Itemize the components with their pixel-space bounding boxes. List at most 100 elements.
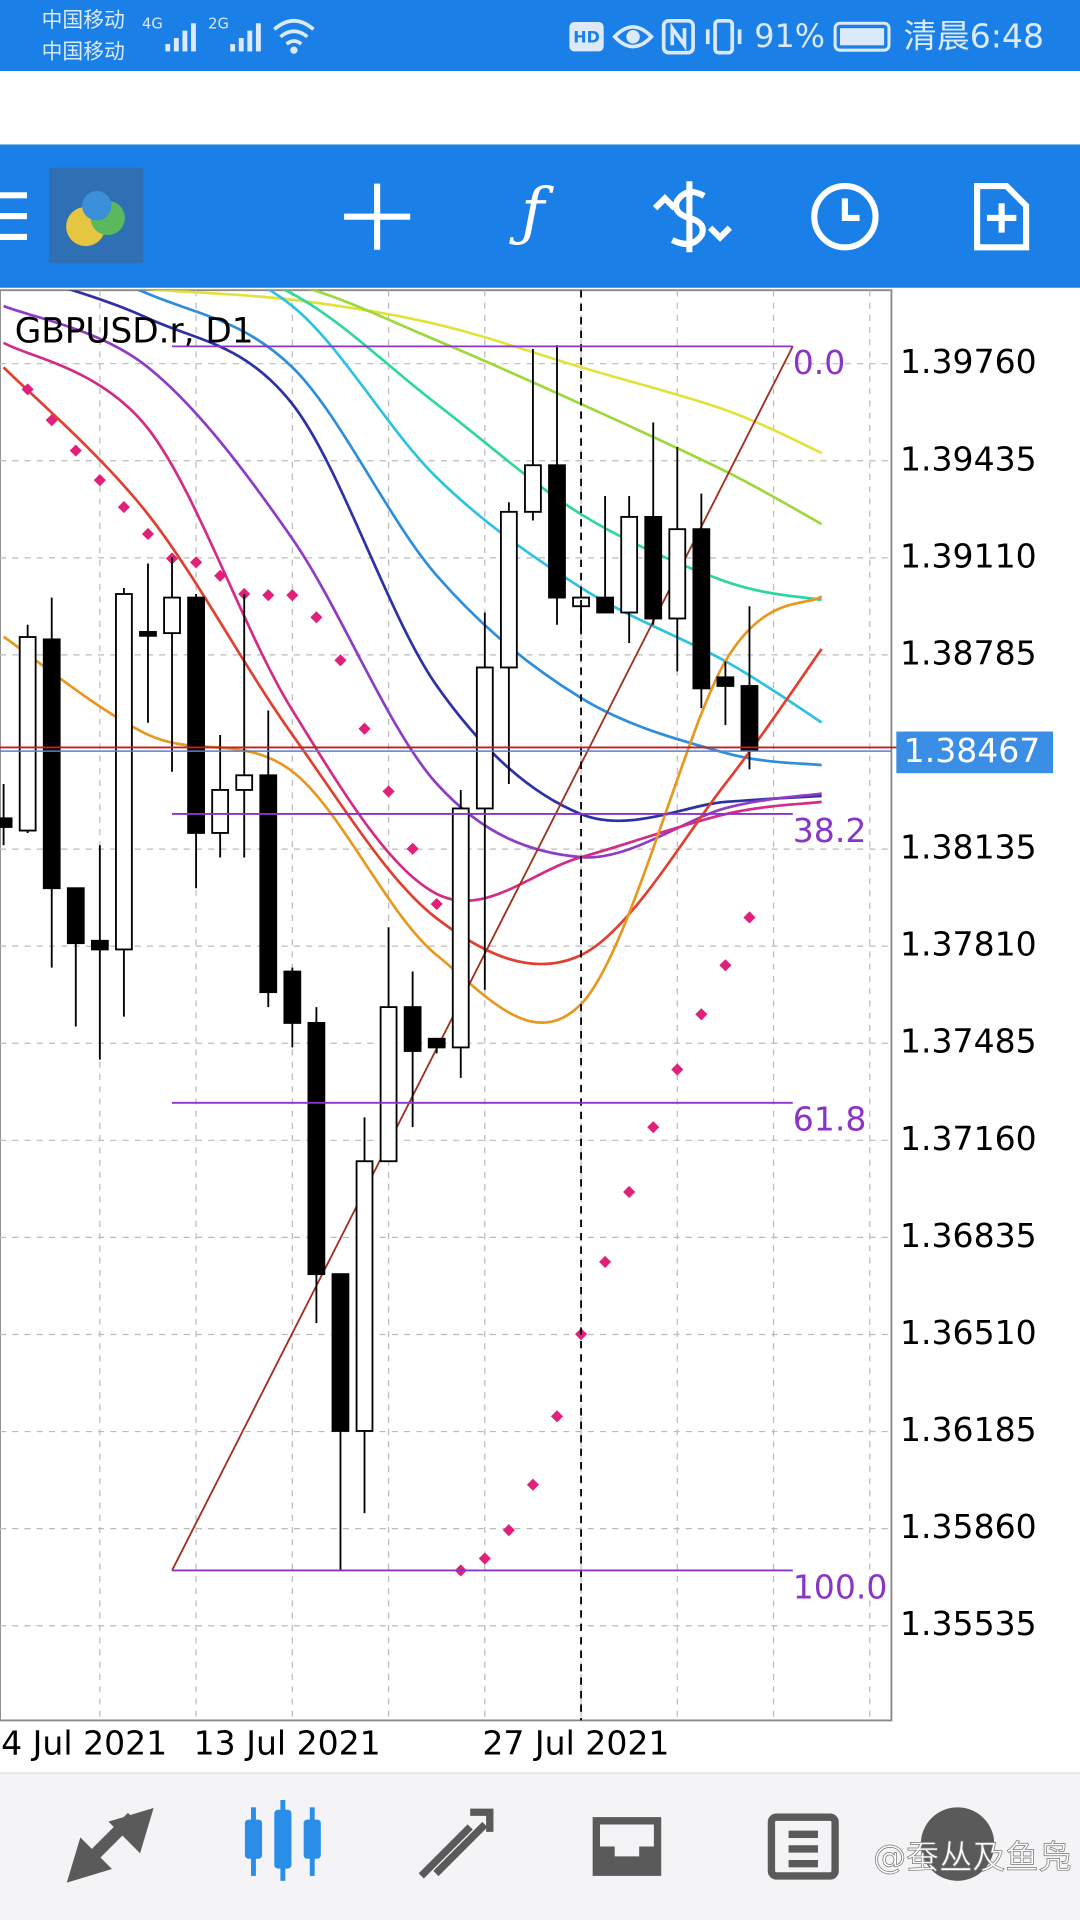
fib-label: 38.2 — [793, 811, 867, 850]
candle-body — [716, 676, 735, 687]
moving-average — [2, 341, 822, 903]
battery-level: 91% — [754, 17, 825, 55]
fib-trendline — [171, 345, 794, 1571]
menu-button[interactable] — [0, 192, 27, 240]
y-tick-label: 1.36835 — [900, 1216, 1037, 1255]
candle-body — [259, 774, 278, 994]
chart-tab[interactable] — [244, 1800, 321, 1881]
y-tick-label: 1.35535 — [900, 1604, 1037, 1643]
carrier: 中国移动 — [42, 8, 125, 32]
y-tick-label: 1.39760 — [900, 342, 1037, 381]
candle-body — [355, 1160, 374, 1432]
fib-label: 0.0 — [793, 343, 846, 382]
sar-dot — [141, 527, 155, 541]
toolbar — [0, 144, 1080, 288]
news-tab[interactable] — [767, 1813, 839, 1880]
y-tick-label: 1.37160 — [900, 1119, 1037, 1158]
status-bar — [0, 0, 1080, 72]
candle-body — [644, 516, 663, 620]
quotes-tab[interactable] — [66, 1808, 154, 1883]
candle-body — [668, 528, 687, 620]
candle-body — [451, 807, 470, 1049]
candle-body — [235, 774, 254, 791]
carrier: 中国移动 — [42, 40, 125, 64]
moving-average — [135, 290, 822, 767]
candle-body — [475, 666, 494, 810]
moving-average — [309, 290, 823, 526]
y-tick-label: 1.37810 — [900, 925, 1037, 964]
hd-badge — [569, 22, 604, 52]
sar-dot — [214, 569, 227, 582]
crosshair-button[interactable] — [344, 183, 411, 250]
sar-dot — [599, 1255, 612, 1268]
status-icons — [612, 18, 742, 55]
candle-body — [90, 939, 109, 951]
app-icon[interactable] — [48, 167, 144, 264]
sar-dot — [647, 1121, 660, 1134]
candle-body — [163, 596, 181, 635]
sar-dot — [262, 589, 275, 602]
candle-body — [524, 464, 542, 513]
chat-tab[interactable] — [920, 1807, 995, 1881]
sar-dot — [719, 959, 732, 972]
candle-body — [0, 817, 13, 828]
moving-average — [2, 366, 823, 966]
x-tick-label: 13 Jul 2021 — [194, 1723, 381, 1762]
battery-icon — [833, 21, 891, 52]
clock: 清晨6:48 — [904, 16, 1044, 55]
fib-label: 100.0 — [793, 1567, 888, 1606]
sar-dot — [310, 611, 323, 624]
chart-title: GBPUSD.r, D1 — [15, 312, 254, 352]
y-tick-label: 1.39110 — [900, 536, 1037, 575]
candle-body — [548, 464, 566, 599]
sar-dot — [286, 589, 299, 602]
timeframe-button[interactable] — [811, 183, 879, 251]
candle-body — [66, 887, 85, 945]
moving-average — [146, 290, 823, 455]
hd-label: HD — [573, 27, 600, 46]
x-tick-label: 4 Jul 2021 — [1, 1723, 167, 1762]
price-badge — [896, 731, 1054, 774]
network: 4G — [142, 15, 163, 32]
candle-body — [18, 636, 37, 832]
y-tick-label: 1.36185 — [900, 1410, 1037, 1449]
candle-body — [427, 1037, 446, 1049]
y-tick-label: 1.36510 — [900, 1313, 1037, 1352]
candle-body — [740, 685, 759, 751]
trade-button[interactable] — [652, 181, 732, 253]
candle-body — [596, 596, 614, 614]
candle-body — [379, 1006, 398, 1163]
sar-dot — [526, 1478, 539, 1491]
y-tick-label: 1.35860 — [900, 1507, 1037, 1546]
y-tick-label: 1.39435 — [900, 439, 1037, 478]
y-tick-label: 1.38135 — [900, 828, 1037, 867]
battery-fill — [840, 28, 885, 46]
sar-dot — [743, 911, 756, 924]
candle-body — [283, 970, 302, 1024]
history-tab[interactable] — [592, 1817, 662, 1876]
signal-icons — [165, 18, 315, 54]
trade-tab[interactable] — [418, 1808, 494, 1879]
sar-dot — [93, 474, 106, 487]
x-tick-label: 27 Jul 2021 — [482, 1723, 669, 1762]
last-price-label: 1.38467 — [904, 731, 1041, 770]
sar-dot — [190, 556, 203, 569]
candle-body — [187, 596, 205, 834]
y-tick-label: 1.38785 — [900, 633, 1037, 672]
candle-body — [620, 516, 639, 614]
candle-body — [115, 593, 133, 951]
sar-dot — [502, 1524, 515, 1537]
candle-body — [211, 789, 230, 834]
candle-body — [499, 510, 518, 669]
candle-body — [692, 528, 711, 690]
moving-average — [267, 290, 823, 724]
y-tick-label: 1.37485 — [900, 1022, 1037, 1061]
watermark: @蚕丛及鱼凫 — [873, 1837, 1071, 1876]
candle-body — [307, 1022, 326, 1276]
moving-average — [67, 290, 822, 823]
network: 2G — [208, 15, 229, 32]
candle-body — [331, 1273, 350, 1432]
new-order-button[interactable] — [974, 183, 1030, 251]
